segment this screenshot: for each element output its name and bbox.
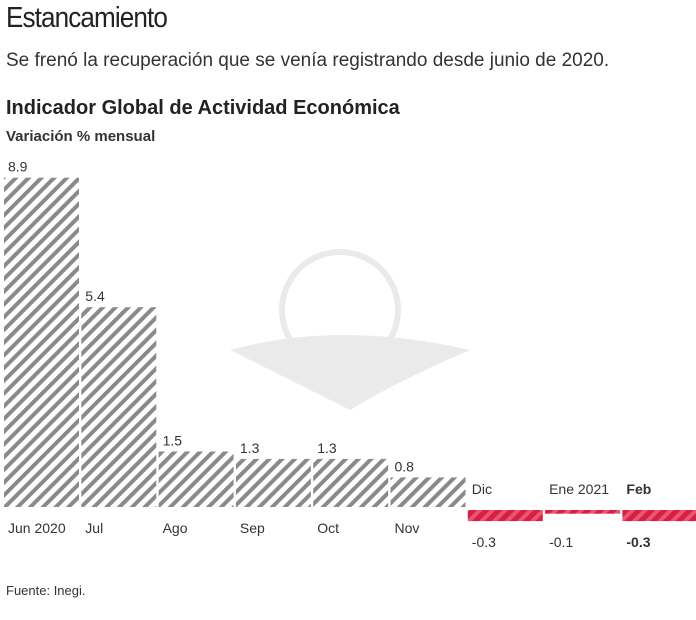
source-note: Fuente: Inegi. bbox=[6, 583, 86, 598]
category-label: Jul bbox=[85, 520, 103, 536]
category-label: Sep bbox=[240, 520, 265, 536]
bar bbox=[235, 458, 311, 507]
category-label: Oct bbox=[317, 520, 339, 536]
category-label: Dic bbox=[472, 481, 492, 497]
value-label: -0.1 bbox=[549, 534, 573, 550]
watermark-logo bbox=[230, 249, 470, 410]
category-label: Feb bbox=[626, 481, 651, 497]
value-label: 8.9 bbox=[8, 159, 28, 175]
bar bbox=[622, 510, 696, 522]
value-label: -0.3 bbox=[472, 534, 496, 550]
chart-title: Indicador Global de Actividad Económica bbox=[6, 97, 400, 119]
category-label: Nov bbox=[395, 520, 420, 536]
value-label: -0.3 bbox=[626, 534, 650, 550]
bar bbox=[467, 510, 543, 522]
subheadline: Se frenó la recuperación que se venía re… bbox=[6, 50, 610, 71]
bar bbox=[313, 458, 389, 507]
value-label: 5.4 bbox=[85, 288, 105, 304]
bar bbox=[81, 307, 157, 507]
value-label: 1.5 bbox=[163, 433, 183, 449]
bar bbox=[4, 177, 79, 507]
bar bbox=[545, 510, 621, 514]
bar bbox=[390, 477, 466, 507]
category-label: Jun 2020 bbox=[8, 520, 66, 536]
value-label: 1.3 bbox=[317, 440, 337, 456]
bar bbox=[158, 451, 234, 507]
value-label: 1.3 bbox=[240, 440, 260, 456]
category-label: Ago bbox=[163, 520, 188, 536]
chart-subtitle: Variación % mensual bbox=[6, 128, 156, 145]
headline: Estancamiento bbox=[6, 2, 168, 34]
category-label: Ene 2021 bbox=[549, 481, 609, 497]
value-label: 0.8 bbox=[395, 458, 415, 474]
